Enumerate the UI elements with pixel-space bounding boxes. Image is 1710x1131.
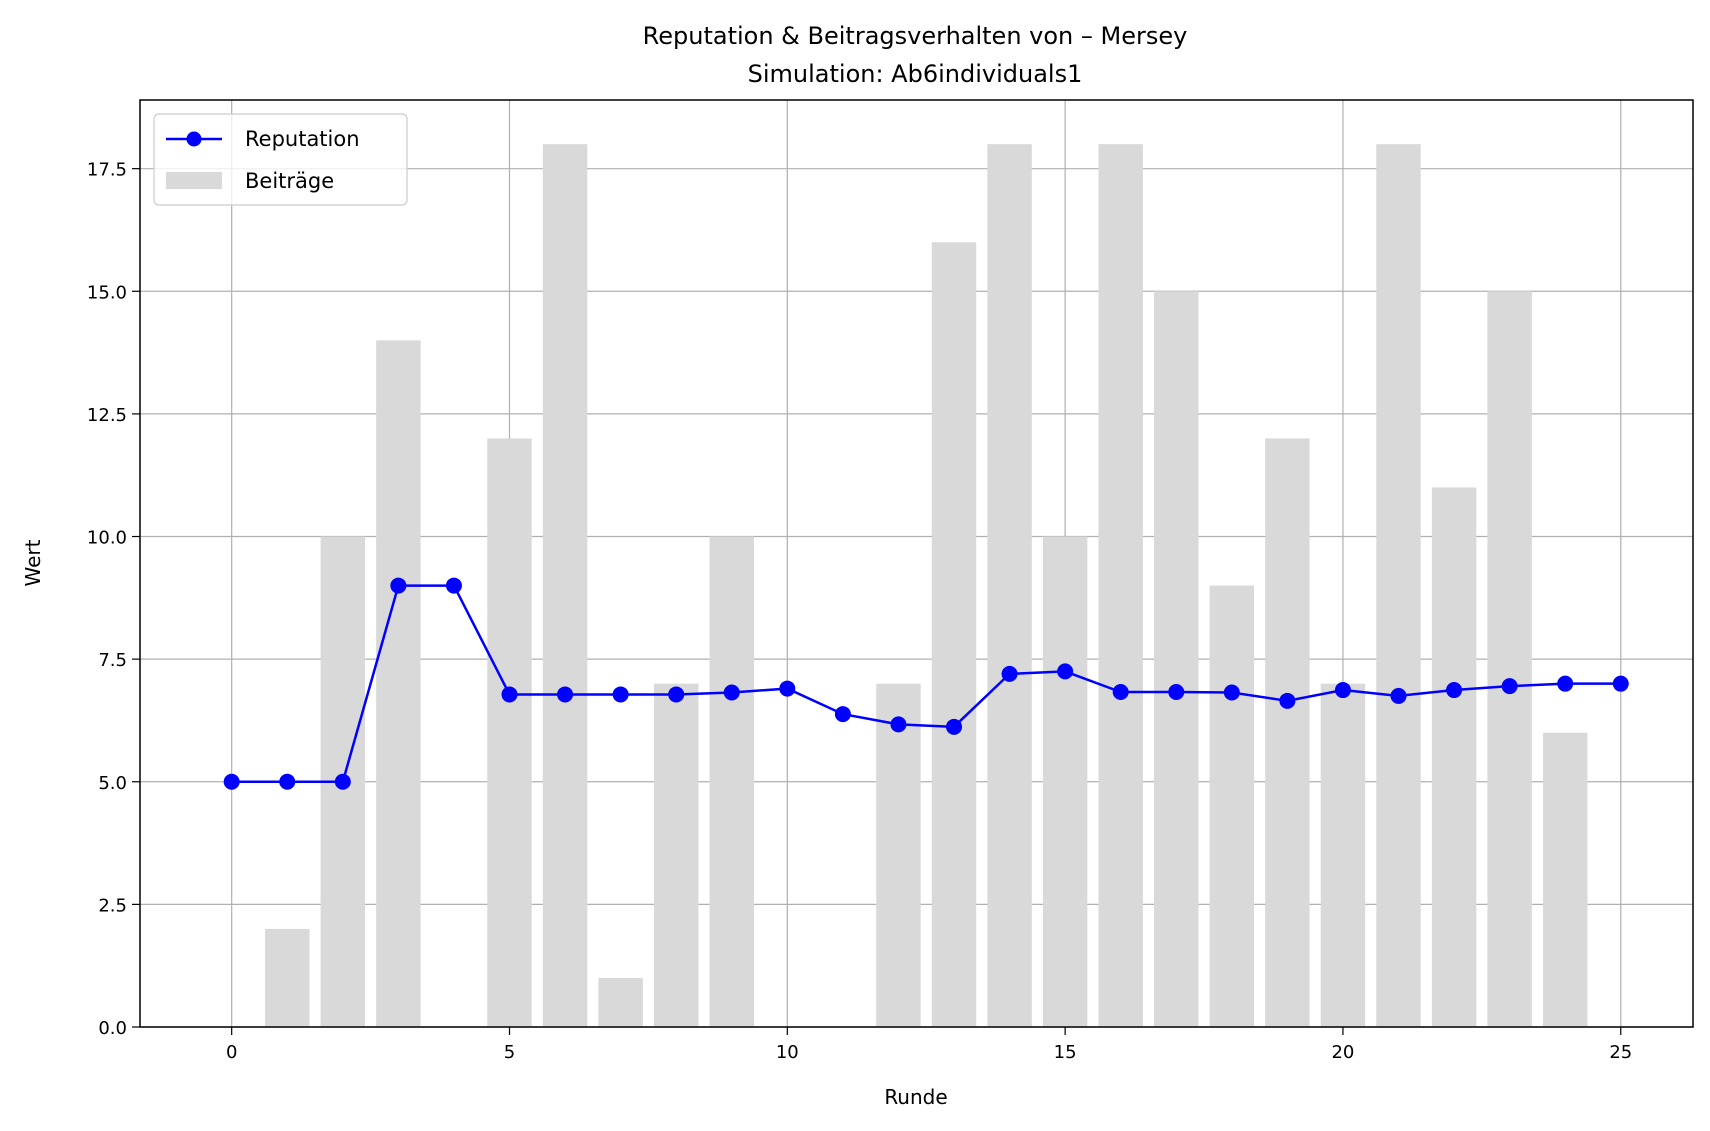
bar-beitraege [987, 144, 1032, 1028]
bar-beitraege [1265, 438, 1310, 1027]
x-tick-label: 0 [226, 1042, 237, 1063]
chart-subtitle: Simulation: Ab6individuals1 [748, 60, 1083, 88]
reputation-point [1279, 692, 1296, 709]
reputation-point [946, 718, 963, 735]
bar-beitraege [1154, 291, 1199, 1027]
y-tick-label: 2.5 [98, 895, 127, 916]
reputation-point [501, 686, 518, 703]
x-tick-label: 15 [1054, 1042, 1077, 1063]
reputation-point [668, 686, 685, 703]
y-tick-label: 15.0 [87, 282, 127, 303]
reputation-point [390, 577, 407, 594]
y-tick-label: 17.5 [87, 160, 127, 181]
legend: Reputation Beiträge [153, 113, 408, 206]
y-tick-label: 0.0 [98, 1018, 127, 1039]
bar-beitraege [265, 928, 310, 1027]
chart-title: Reputation & Beitragsverhalten von – Mer… [643, 22, 1188, 50]
bar-beitraege [376, 340, 421, 1027]
bar-beitraege [1209, 585, 1255, 1027]
reputation-point [1112, 684, 1129, 701]
reputation-point [1557, 675, 1574, 692]
reputation-point [834, 706, 851, 723]
bar-beitraege [1431, 487, 1477, 1027]
bar-beitraege [709, 536, 754, 1027]
bar-beitraege [931, 242, 977, 1027]
plot-frame [139, 99, 1694, 1028]
reputation-point [1446, 682, 1463, 699]
bar-beitraege [1098, 144, 1143, 1028]
y-axis-ticks: 0.0 2.5 5.0 7.5 10.0 12.5 15.0 17.5 [87, 160, 140, 1039]
bar-beitraege [542, 144, 588, 1028]
reputation-point [223, 773, 240, 790]
reputation-line [231, 584, 1621, 784]
legend-label-beitraege: Beiträge [245, 169, 334, 193]
legend-bar-swatch [166, 172, 222, 189]
reputation-point [723, 684, 740, 701]
x-tick-label: 10 [776, 1042, 799, 1063]
bar-beitraege [487, 438, 532, 1027]
legend-label-reputation: Reputation [245, 127, 360, 151]
bar-beitraege [653, 683, 699, 1027]
bar-beitraege [1542, 732, 1588, 1027]
bar-beitraege [876, 683, 921, 1027]
reputation-point [1057, 663, 1074, 680]
x-tick-label: 25 [1609, 1042, 1632, 1063]
bar-beitraege [598, 977, 643, 1027]
y-tick-label: 5.0 [98, 773, 127, 794]
y-tick-label: 7.5 [98, 650, 127, 671]
bar-beitraege [1042, 536, 1088, 1027]
reputation-point [1612, 675, 1629, 692]
line-series [223, 577, 1629, 790]
reputation-point [1501, 678, 1518, 695]
x-axis-ticks: 0 5 10 15 20 25 [226, 1027, 1632, 1063]
x-tick-label: 20 [1331, 1042, 1354, 1063]
bars-series [265, 144, 1588, 1028]
reputation-point [1223, 684, 1240, 701]
bar-beitraege [1487, 291, 1532, 1027]
legend-marker-swatch [186, 131, 202, 147]
bar-beitraege [1376, 144, 1421, 1028]
y-tick-label: 10.0 [87, 528, 127, 549]
reputation-point [279, 773, 296, 790]
reputation-point [612, 686, 629, 703]
reputation-point [445, 577, 462, 594]
x-axis-label: Runde [884, 1085, 947, 1109]
reputation-point [779, 680, 796, 697]
reputation-point [1001, 665, 1018, 682]
reputation-point [890, 716, 907, 733]
y-tick-label: 12.5 [87, 405, 127, 426]
reputation-point [557, 686, 574, 703]
reputation-point [1168, 684, 1185, 701]
reputation-point [334, 773, 351, 790]
reputation-point [1334, 682, 1351, 699]
y-axis-label: Wert [21, 539, 45, 586]
reputation-point [1390, 687, 1407, 704]
bar-beitraege [1320, 683, 1366, 1027]
x-tick-label: 5 [504, 1042, 515, 1063]
